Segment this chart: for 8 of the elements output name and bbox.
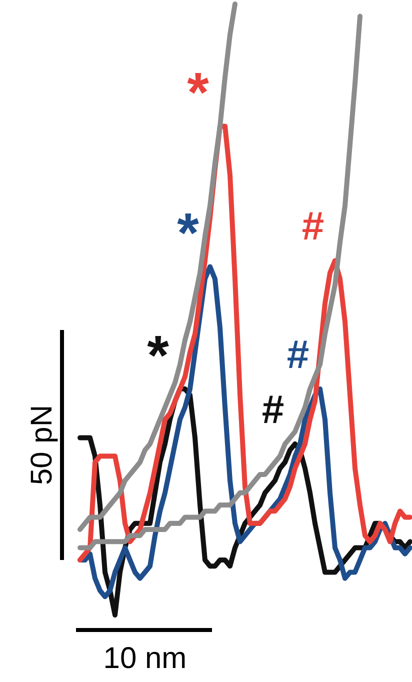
text: 50 pN (26, 404, 58, 486)
annotation: # (286, 332, 310, 377)
annotation: * (187, 60, 210, 124)
annotation: # (262, 388, 284, 432)
text: 10 nm (103, 642, 187, 675)
annotation: * (147, 323, 170, 386)
annotation: # (302, 204, 324, 249)
annotation: * (177, 201, 200, 264)
